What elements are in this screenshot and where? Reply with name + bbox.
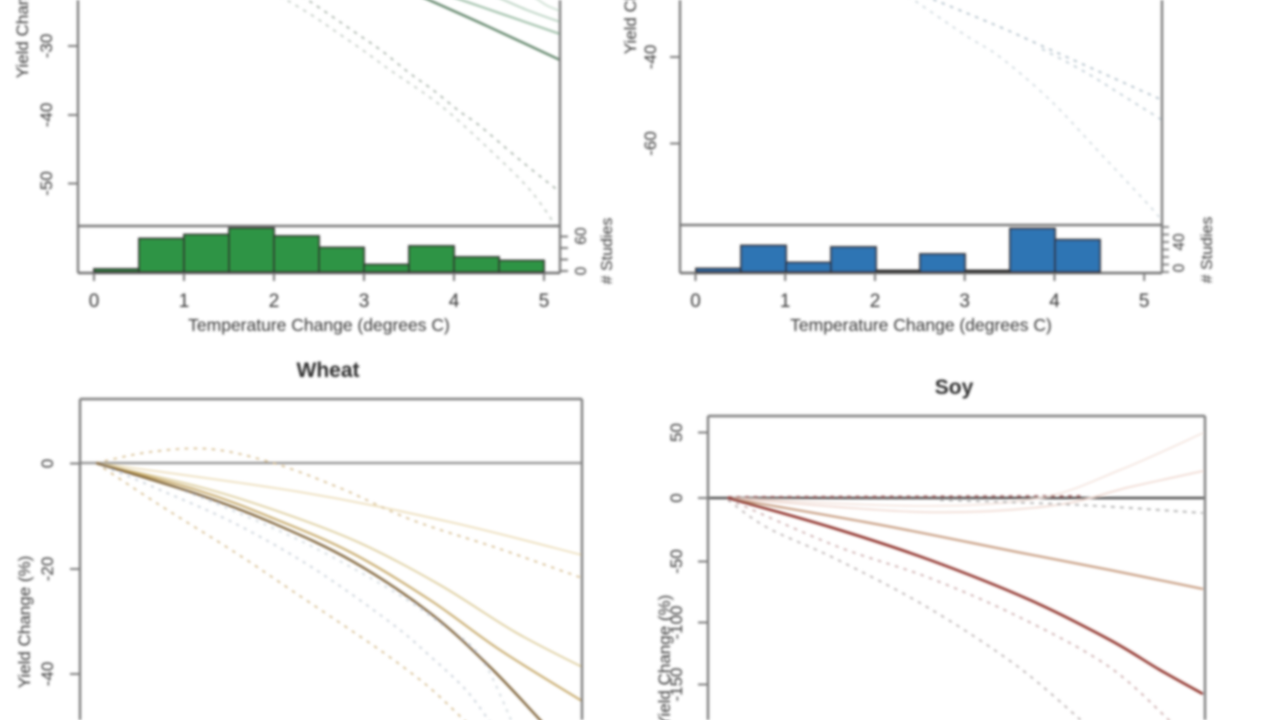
- svg-text:0: 0: [89, 291, 100, 312]
- svg-text:Yield Change (%): Yield Change (%): [13, 0, 32, 78]
- svg-text:50: 50: [667, 423, 686, 442]
- svg-text:-50: -50: [37, 171, 56, 196]
- svg-text:1: 1: [780, 291, 791, 312]
- svg-text:-20: -20: [38, 557, 57, 582]
- svg-text:# Studies: # Studies: [1199, 217, 1216, 284]
- svg-text:0: 0: [573, 266, 590, 275]
- svg-text:0: 0: [1171, 263, 1188, 272]
- svg-text:Soy: Soy: [935, 376, 974, 399]
- svg-text:Wheat: Wheat: [297, 359, 360, 382]
- svg-text:2: 2: [269, 291, 280, 312]
- svg-text:-100: -100: [667, 605, 686, 639]
- svg-text:0: 0: [38, 459, 57, 468]
- svg-text:5: 5: [539, 291, 550, 312]
- svg-text:1: 1: [179, 291, 190, 312]
- svg-text:Temperature Change (degrees C): Temperature Change (degrees C): [188, 315, 450, 335]
- svg-text:-40: -40: [37, 103, 56, 128]
- svg-text:5: 5: [1139, 291, 1150, 312]
- svg-text:4: 4: [449, 291, 460, 312]
- svg-text:0: 0: [690, 291, 701, 312]
- svg-text:-60: -60: [641, 131, 660, 156]
- svg-text:-150: -150: [667, 667, 686, 701]
- svg-text:2: 2: [870, 291, 881, 312]
- svg-text:# Studies: # Studies: [599, 218, 616, 285]
- svg-text:0: 0: [667, 493, 686, 502]
- svg-text:-40: -40: [641, 45, 660, 70]
- svg-text:-40: -40: [38, 662, 57, 687]
- svg-text:3: 3: [959, 291, 970, 312]
- svg-text:Temperature Change (degrees C): Temperature Change (degrees C): [790, 315, 1052, 335]
- svg-text:-30: -30: [37, 34, 56, 59]
- svg-text:Yield Change (%): Yield Change (%): [15, 556, 34, 689]
- svg-text:60: 60: [573, 227, 590, 245]
- svg-text:Yield Change (%): Yield Change (%): [655, 595, 674, 720]
- svg-text:4: 4: [1049, 291, 1060, 312]
- svg-text:3: 3: [359, 291, 370, 312]
- svg-text:-50: -50: [667, 549, 686, 574]
- svg-text:Yield Change (%): Yield Change (%): [621, 0, 640, 54]
- svg-text:40: 40: [1171, 233, 1188, 251]
